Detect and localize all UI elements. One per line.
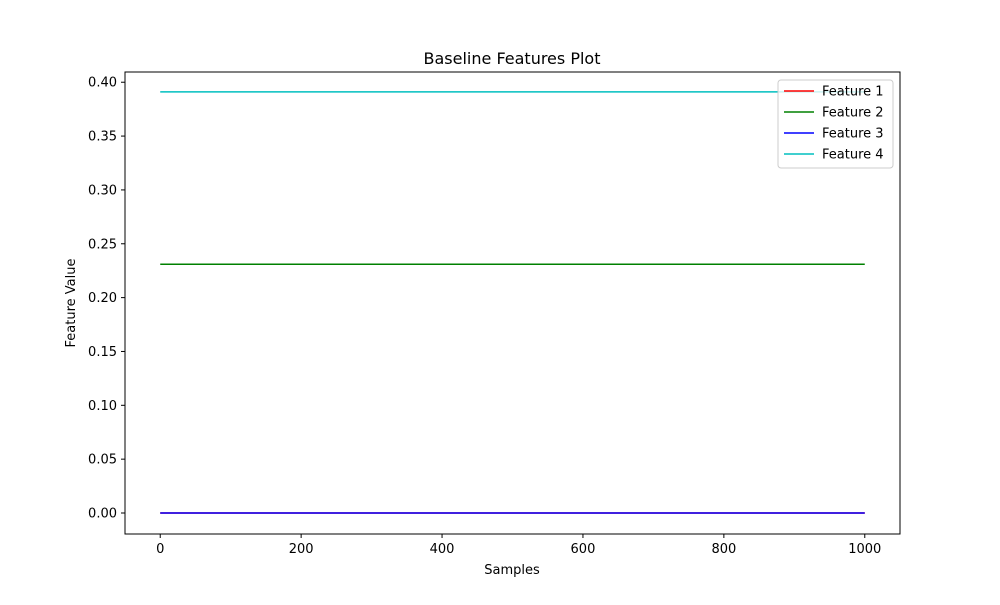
legend-label-1: Feature 1	[822, 85, 884, 100]
legend-box	[777, 79, 894, 169]
x-tick-label: 600	[571, 542, 596, 557]
x-tick-label: 0	[156, 542, 164, 557]
x-tick-label: 800	[711, 542, 736, 557]
x-tick-label: 1000	[848, 542, 881, 557]
x-axis-label: Samples	[484, 563, 540, 578]
x-tick-label: 200	[289, 542, 314, 557]
legend-label-4: Feature 4	[822, 148, 884, 163]
series-lines	[160, 91, 865, 514]
x-tick-label: 400	[430, 542, 455, 557]
y-tick-label: 0.00	[88, 507, 117, 522]
plot-area-frame	[124, 71, 901, 535]
x-axis-ticks: 0 200 400 600 800 1000	[156, 534, 881, 557]
y-tick-label: 0.35	[88, 130, 117, 145]
legend: Feature 1 Feature 2 Feature 3 Feature 4	[777, 79, 894, 169]
y-tick-label: 0.15	[88, 345, 117, 360]
y-axis-ticks: 0.00 0.05 0.10 0.15 0.20 0.25 0.30 0.35 0.40	[88, 76, 125, 522]
y-tick-label: 0.40	[88, 76, 117, 91]
y-tick-label: 0.20	[88, 291, 117, 306]
y-axis-label: Feature Value	[64, 259, 79, 348]
y-tick-label: 0.05	[88, 453, 117, 468]
legend-label-3: Feature 3	[822, 127, 884, 142]
chart-title: Baseline Features Plot	[424, 49, 601, 68]
y-tick-label: 0.10	[88, 399, 117, 414]
y-tick-label: 0.25	[88, 237, 117, 252]
y-tick-label: 0.30	[88, 183, 117, 198]
legend-label-2: Feature 2	[822, 106, 884, 121]
